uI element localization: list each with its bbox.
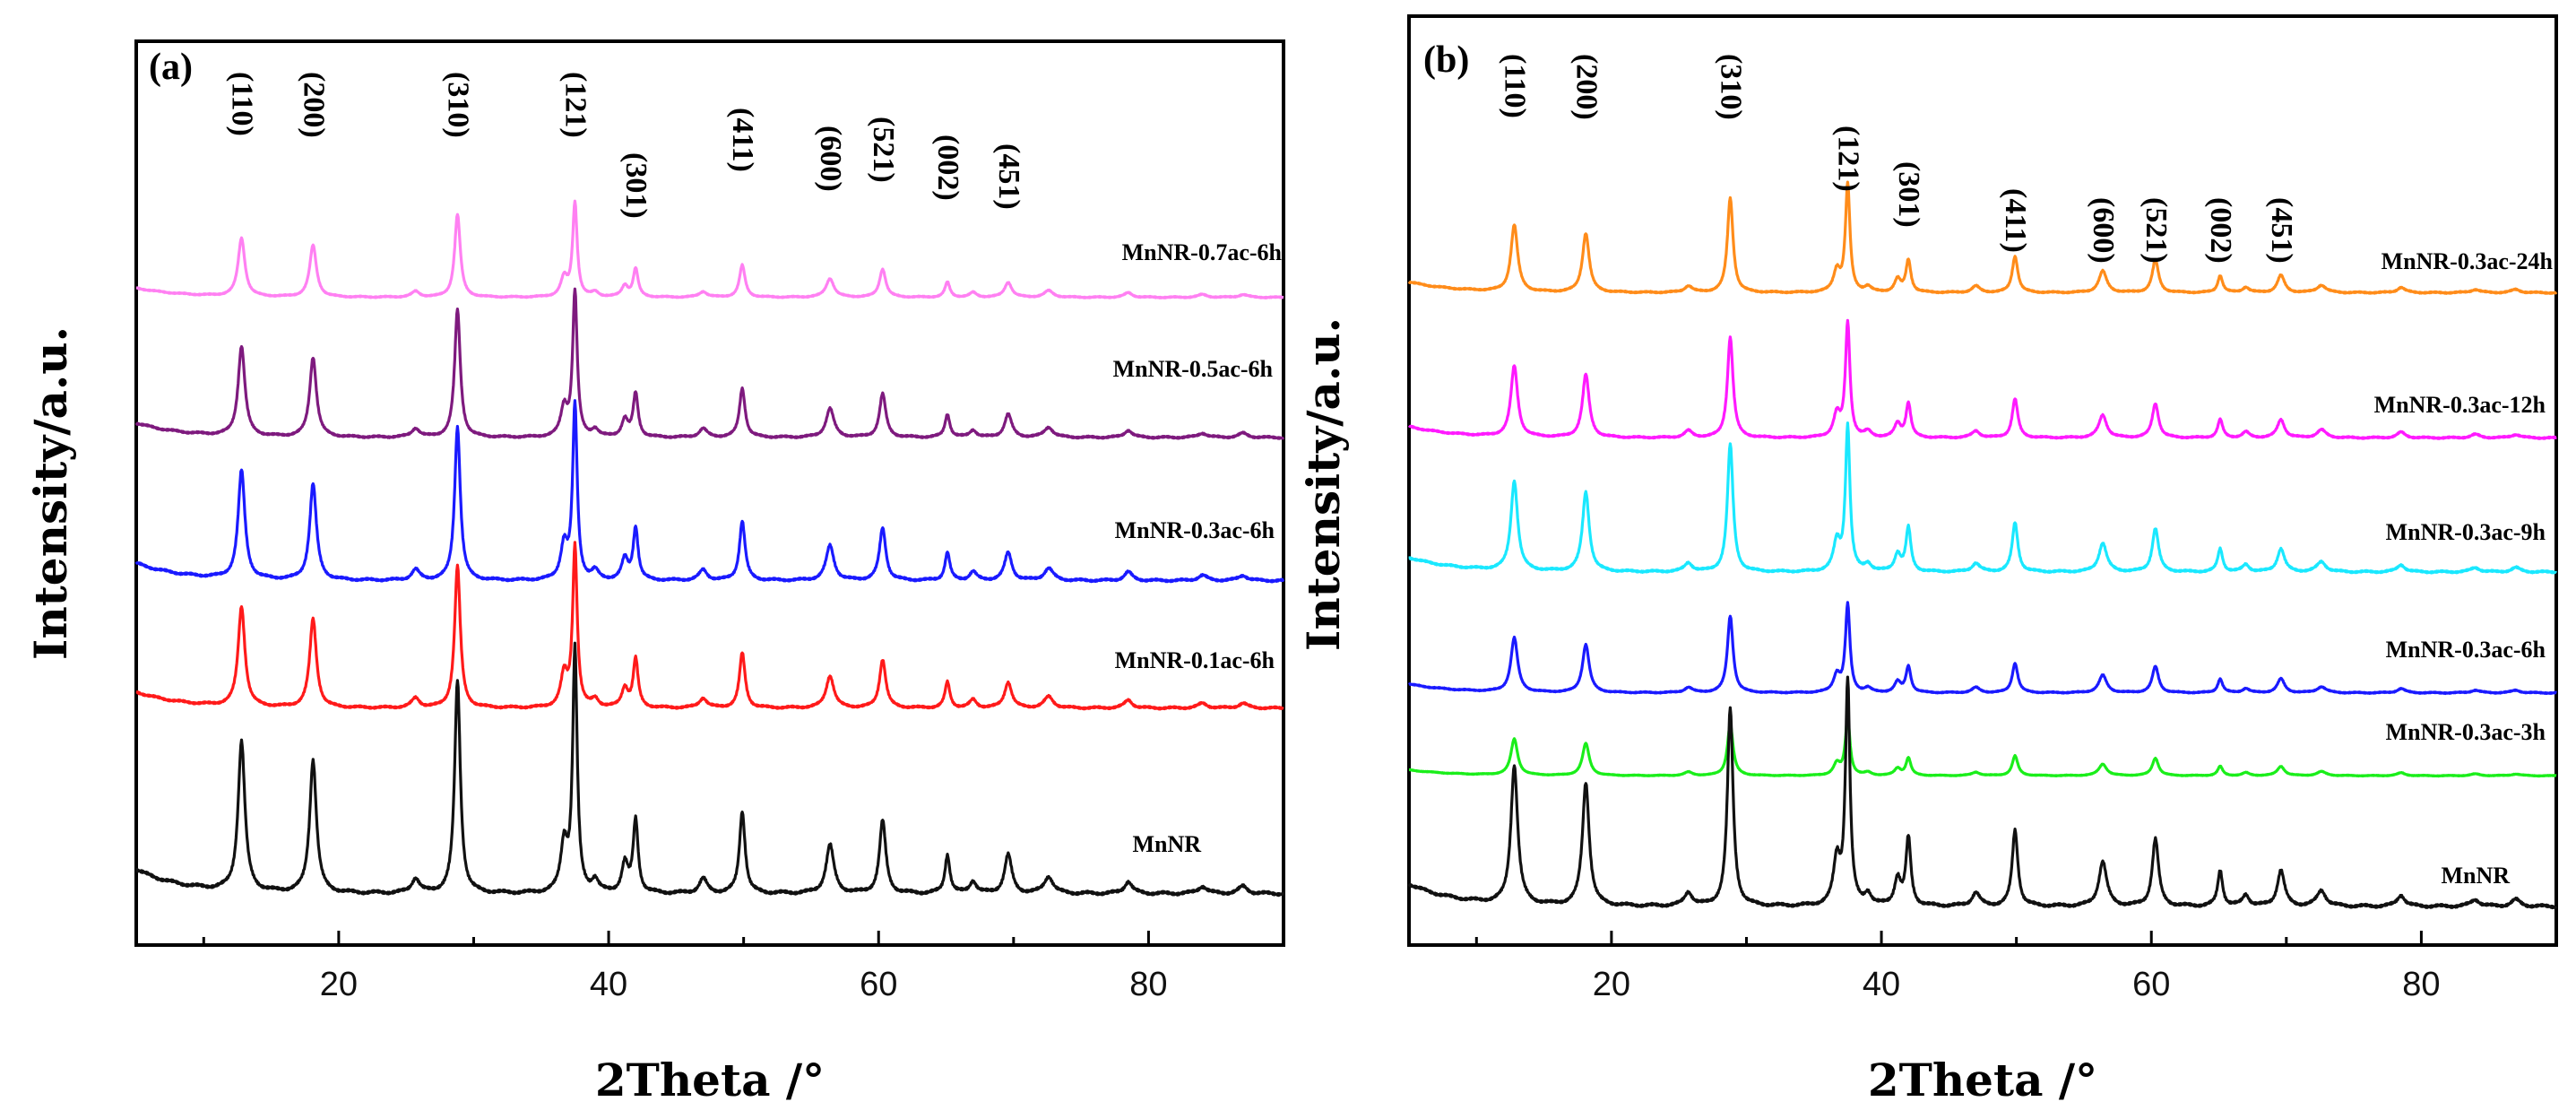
series-line-mnnr xyxy=(1407,675,2558,910)
x-tick-label: 20 xyxy=(320,966,358,1003)
peak-label: (310) xyxy=(1714,54,1747,120)
series-label: MnNR xyxy=(2441,863,2510,889)
series-line-mnnr xyxy=(134,641,1285,898)
series-line-mnnr-0-3ac-24h xyxy=(1407,180,2558,295)
x-tick-label: 60 xyxy=(860,966,897,1003)
series-label: MnNR-0.3ac-9h xyxy=(2386,519,2546,545)
x-tick-label: 60 xyxy=(2132,966,2170,1003)
peak-label: (301) xyxy=(1892,161,1925,228)
x-axis-label-b: 2Theta /° xyxy=(1868,1054,2097,1106)
series-label: MnNR-0.3ac-6h xyxy=(2386,637,2546,663)
x-tick-label: 80 xyxy=(2402,966,2440,1003)
peak-label: (301) xyxy=(619,152,653,219)
series-line-mnnr-0-3ac-3h xyxy=(1408,714,2557,778)
peak-label: (411) xyxy=(1999,188,2032,253)
peak-label: (600) xyxy=(814,126,847,192)
peak-label: (200) xyxy=(1569,54,1603,120)
x-axis-label-a: 2Theta /° xyxy=(595,1054,825,1106)
series-label: MnNR-0.3ac-6h xyxy=(1115,517,1275,543)
plot-frame-a xyxy=(134,39,1285,947)
x-tick-label: 80 xyxy=(1129,966,1167,1003)
panel-a: (110) (200) (310) (121) (301) (411) (600) (521)… xyxy=(24,39,1285,1106)
series-line-mnnr-0-3ac-6h xyxy=(1407,601,2558,695)
x-tick-label: 40 xyxy=(1863,966,1900,1003)
series-label: MnNR-0.3ac-24h xyxy=(2382,248,2554,274)
panel-label-a: (a) xyxy=(149,47,193,88)
plot-frame-b xyxy=(1407,14,2558,947)
peak-label: (110) xyxy=(1499,54,1532,118)
panel-label-b: (b) xyxy=(1423,39,1469,81)
series-line-mnnr-0-3ac-9h xyxy=(1408,421,2558,575)
series-line-mnnr-0-3ac-6h xyxy=(134,399,1285,584)
series-line-mnnr-0-1ac-6h xyxy=(135,541,1284,711)
peak-label: (200) xyxy=(297,72,330,138)
panel-b: (110) (200) (310) (121) (301) (411) (600) (521)… xyxy=(1297,14,2558,1106)
y-axis-label-a: Intensity/a.u. xyxy=(24,326,77,660)
series-line-mnnr-0-3ac-12h xyxy=(1407,318,2557,440)
series-label: MnNR-0.7ac-6h xyxy=(1122,239,1283,265)
peak-label: (002) xyxy=(931,134,964,201)
peak-label: (451) xyxy=(992,143,1025,210)
series-label: MnNR-0.1ac-6h xyxy=(1115,647,1275,673)
peak-label: (600) xyxy=(2087,197,2120,264)
peak-label: (411) xyxy=(726,108,759,172)
series-label: MnNR xyxy=(1132,831,1201,857)
peak-label: (110) xyxy=(226,72,259,136)
peak-label: (121) xyxy=(1831,126,1864,192)
x-tick-label: 40 xyxy=(590,966,627,1003)
peak-label: (521) xyxy=(867,117,900,183)
peak-label: (002) xyxy=(2204,197,2237,264)
series-line-mnnr-0-7ac-6h xyxy=(135,199,1284,299)
y-axis-label-b: Intensity/a.u. xyxy=(1297,317,1350,651)
peak-label: (121) xyxy=(558,72,592,138)
series-label: MnNR-0.5ac-6h xyxy=(1113,356,1274,382)
x-tick-label: 20 xyxy=(1593,966,1630,1003)
peak-label: (451) xyxy=(2265,197,2298,264)
peak-label: (310) xyxy=(441,72,474,138)
series-label: MnNR-0.3ac-3h xyxy=(2386,719,2546,745)
series-line-mnnr-0-5ac-6h xyxy=(134,287,1285,440)
peak-label: (521) xyxy=(2139,197,2173,264)
series-label: MnNR-0.3ac-12h xyxy=(2374,392,2546,418)
